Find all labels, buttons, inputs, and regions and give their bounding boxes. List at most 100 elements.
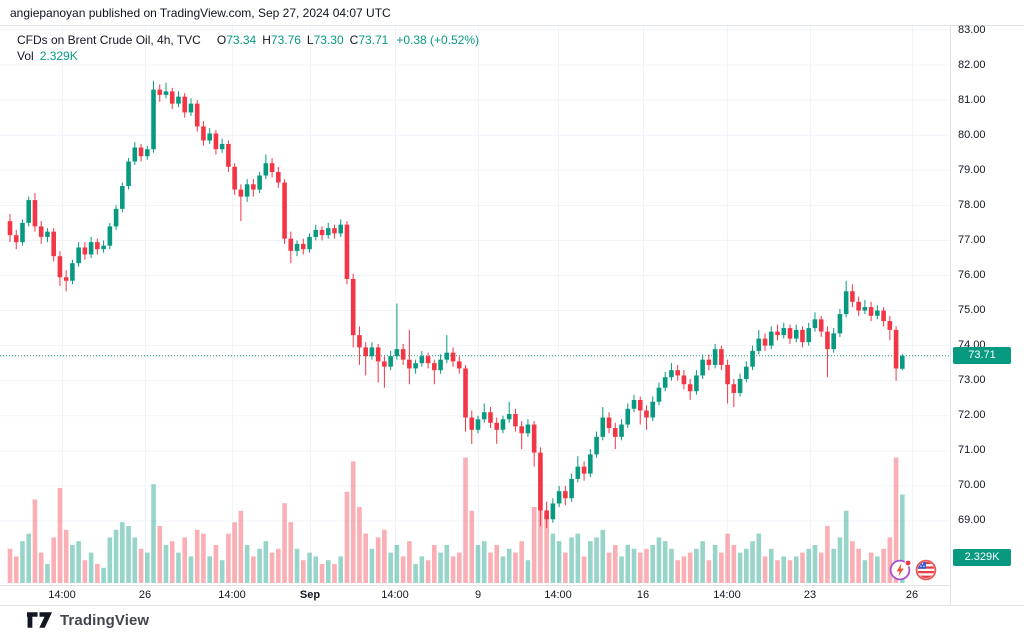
candle-body[interactable] [650, 401, 656, 418]
candle-body[interactable] [556, 491, 562, 504]
candle-body[interactable] [207, 133, 212, 141]
candle-body[interactable] [706, 359, 712, 365]
candle-body[interactable] [444, 352, 450, 360]
candle-body[interactable] [594, 436, 599, 455]
candle-body[interactable] [806, 328, 812, 343]
candle-body[interactable] [120, 186, 125, 209]
candle-body[interactable] [407, 359, 412, 369]
candle-body[interactable] [101, 245, 106, 250]
candle-body[interactable] [644, 410, 649, 418]
candle-body[interactable] [163, 91, 169, 95]
candle-body[interactable] [188, 103, 194, 113]
candle-body[interactable] [70, 263, 75, 281]
candle-body[interactable] [300, 243, 306, 250]
candle-body[interactable] [687, 384, 693, 392]
candle-body[interactable] [20, 222, 25, 243]
candle-body[interactable] [856, 301, 861, 311]
candle-body[interactable] [837, 314, 843, 334]
candle-body[interactable] [787, 328, 793, 339]
candle-body[interactable] [637, 399, 643, 411]
candle-body[interactable] [750, 350, 755, 367]
candle-body[interactable] [481, 412, 487, 420]
candle-body[interactable] [388, 356, 393, 367]
candle-body[interactable] [793, 329, 799, 339]
candle-body[interactable] [251, 184, 256, 190]
candle-body[interactable] [850, 291, 855, 302]
candle-body[interactable] [194, 103, 200, 127]
candle-body[interactable] [294, 243, 300, 251]
candle-body[interactable] [350, 278, 356, 336]
candle-body[interactable] [700, 359, 705, 376]
candle-body[interactable] [107, 226, 113, 246]
candle-body[interactable] [26, 200, 32, 223]
candle-body[interactable] [282, 182, 287, 239]
candle-body[interactable] [76, 247, 81, 264]
candle-body[interactable] [531, 424, 537, 453]
candle-body[interactable] [625, 408, 631, 425]
candle-body[interactable] [494, 422, 500, 430]
candle-body[interactable] [126, 161, 131, 187]
candle-body[interactable] [263, 163, 269, 176]
candle-body[interactable] [631, 399, 637, 409]
candle-body[interactable] [775, 331, 780, 336]
candle-body[interactable] [469, 417, 475, 430]
candle-body[interactable] [768, 331, 774, 346]
candle-body[interactable] [569, 478, 574, 499]
candle-body[interactable] [394, 349, 400, 357]
candle-body[interactable] [151, 89, 156, 150]
candle-body[interactable] [712, 349, 718, 365]
candle-body[interactable] [756, 338, 762, 351]
candle-body[interactable] [825, 331, 830, 350]
candle-body[interactable] [662, 377, 668, 388]
candle-body[interactable] [500, 419, 506, 430]
candle-body[interactable] [744, 366, 749, 379]
candle-body[interactable] [45, 231, 50, 237]
candle-body[interactable] [450, 352, 456, 362]
candle-body[interactable] [144, 149, 150, 157]
candle-body[interactable] [538, 452, 543, 511]
footer-brand[interactable]: TradingView [26, 611, 149, 629]
candle-body[interactable] [51, 231, 56, 257]
candle-body[interactable] [438, 359, 443, 371]
candle-body[interactable] [893, 329, 899, 369]
candle-body[interactable] [425, 356, 431, 364]
candle-body[interactable] [544, 510, 549, 520]
candle-body[interactable] [276, 172, 281, 183]
candle-body[interactable] [369, 347, 375, 357]
candle-body[interactable] [269, 163, 275, 173]
candle-body[interactable] [244, 184, 250, 197]
us-flag-event-icon[interactable] [914, 558, 938, 582]
candle-body[interactable] [575, 466, 581, 479]
candle-body[interactable] [588, 454, 593, 474]
candle-body[interactable] [675, 370, 680, 376]
candle-body[interactable] [600, 417, 606, 437]
candle-body[interactable] [257, 175, 262, 190]
candle-body[interactable] [344, 224, 350, 279]
candle-body[interactable] [669, 370, 674, 378]
candle-body[interactable] [781, 328, 787, 336]
candle-body[interactable] [413, 363, 418, 369]
candle-body[interactable] [82, 247, 88, 255]
candle-body[interactable] [475, 419, 481, 430]
candle-body[interactable] [88, 242, 94, 255]
time-axis[interactable]: 14:00 26 14:00 Sep 14:00 9 14:00 16 14:00 23 26 [0, 585, 950, 605]
candle-body[interactable] [313, 229, 319, 237]
candle-body[interactable] [419, 356, 425, 364]
candle-body[interactable] [831, 333, 836, 350]
candle-body[interactable] [463, 368, 468, 418]
candle-body[interactable] [762, 338, 768, 346]
candle-body[interactable] [812, 319, 818, 329]
candle-body[interactable] [843, 291, 849, 315]
candle-body[interactable] [868, 307, 874, 316]
candle-body[interactable] [7, 221, 13, 236]
candle-body[interactable] [288, 238, 294, 251]
candle-body[interactable] [95, 242, 100, 250]
candle-body[interactable] [63, 277, 69, 281]
candle-body[interactable] [226, 143, 231, 167]
candle-body[interactable] [57, 256, 63, 278]
candle-body[interactable] [400, 349, 406, 360]
candle-body[interactable] [619, 424, 624, 437]
candle-body[interactable] [169, 91, 175, 104]
candle-body[interactable] [325, 228, 331, 236]
candle-body[interactable] [513, 414, 518, 427]
